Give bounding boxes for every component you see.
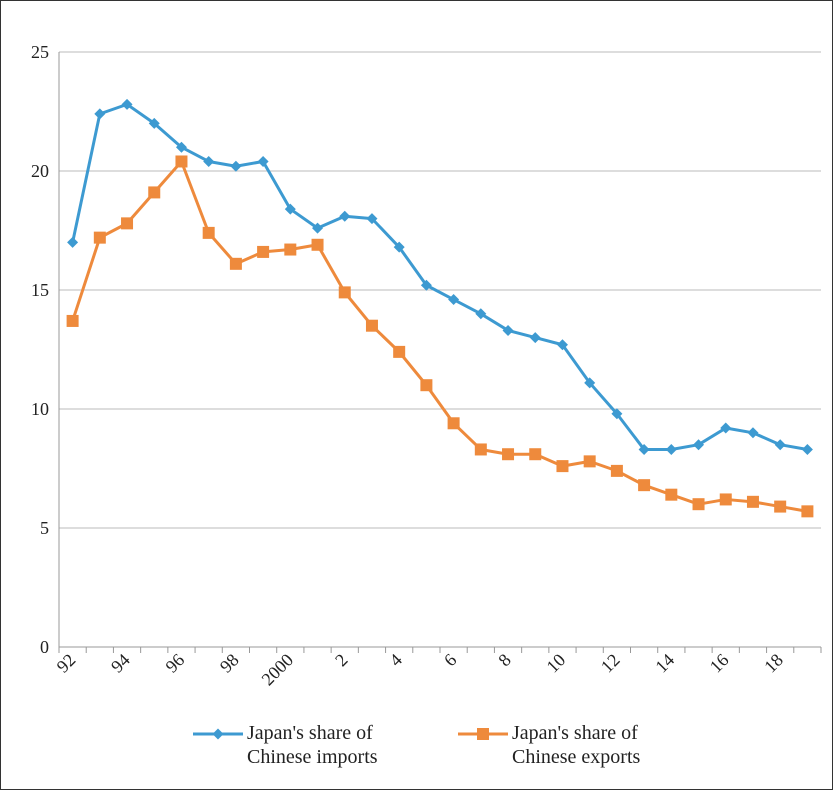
point	[365, 319, 378, 332]
point	[448, 294, 460, 306]
point	[693, 439, 705, 451]
point	[93, 231, 106, 244]
point	[474, 443, 487, 456]
point	[420, 379, 433, 392]
point	[638, 443, 650, 455]
point	[148, 186, 161, 199]
legend-label: Japan's share of Chinese exports	[512, 722, 641, 768]
y-tick-label: 20	[31, 161, 49, 181]
x-tick-label: 18	[760, 650, 787, 677]
x-tick-label: 96	[161, 650, 188, 677]
series-line	[71, 159, 808, 513]
point	[611, 408, 623, 420]
point	[556, 460, 569, 473]
y-tick-label: 15	[31, 280, 49, 300]
point	[584, 377, 596, 389]
point	[475, 308, 487, 320]
legend-item: Japan's share of Chinese exports	[456, 721, 682, 769]
legend-item: Japan's share of Chinese imports	[191, 721, 417, 769]
point	[719, 493, 732, 506]
point	[529, 448, 542, 461]
point	[202, 226, 215, 239]
point	[801, 505, 814, 518]
point	[665, 488, 678, 501]
point	[720, 422, 732, 434]
point	[212, 728, 224, 740]
point	[121, 98, 133, 110]
x-tick-label: 4	[386, 650, 407, 671]
point	[583, 455, 596, 468]
point	[447, 417, 460, 430]
point	[502, 448, 515, 461]
y-tick-label: 5	[40, 518, 49, 538]
x-tick-label: 94	[107, 650, 134, 677]
point	[747, 427, 759, 439]
point	[774, 439, 786, 451]
point	[692, 498, 705, 511]
x-tick-label: 6	[440, 650, 461, 671]
y-tick-label: 10	[31, 399, 49, 419]
point	[67, 236, 79, 248]
point	[556, 339, 568, 351]
point	[66, 314, 79, 327]
x-tick-label: 10	[542, 650, 569, 677]
point	[338, 286, 351, 299]
point	[229, 257, 242, 270]
point	[339, 210, 351, 222]
point	[148, 117, 160, 129]
point	[175, 155, 188, 168]
legend-label: Japan's share of Chinese imports	[247, 722, 378, 768]
point	[393, 241, 405, 253]
point	[203, 155, 215, 167]
x-tick-label: 16	[706, 650, 733, 677]
x-tick-label: 12	[597, 650, 624, 677]
x-tick-label: 14	[651, 650, 678, 677]
point	[175, 141, 187, 153]
point	[477, 728, 489, 740]
x-tick-label: 98	[216, 650, 243, 677]
x-tick-label: 2	[331, 650, 352, 671]
point	[312, 222, 324, 234]
point	[311, 238, 324, 251]
x-tick-label: 8	[494, 650, 515, 671]
point	[665, 443, 677, 455]
y-tick-label: 25	[31, 42, 49, 62]
point	[502, 324, 514, 336]
x-tick-label: 92	[53, 650, 80, 677]
point	[420, 279, 432, 291]
point	[366, 213, 378, 225]
point	[257, 245, 270, 258]
point	[94, 108, 106, 120]
point	[610, 464, 623, 477]
x-tick-label: 2000	[258, 650, 298, 690]
point	[638, 479, 651, 492]
legend-icon	[458, 728, 508, 740]
series-line	[71, 102, 808, 451]
point	[393, 345, 406, 358]
point	[284, 243, 297, 256]
y-tick-label: 0	[40, 637, 49, 657]
point	[746, 495, 759, 508]
point	[529, 332, 541, 344]
point	[774, 500, 787, 513]
point	[121, 217, 134, 230]
point	[230, 160, 242, 172]
point	[257, 155, 269, 167]
point	[801, 443, 813, 455]
point	[284, 203, 296, 215]
legend-icon	[193, 728, 243, 740]
